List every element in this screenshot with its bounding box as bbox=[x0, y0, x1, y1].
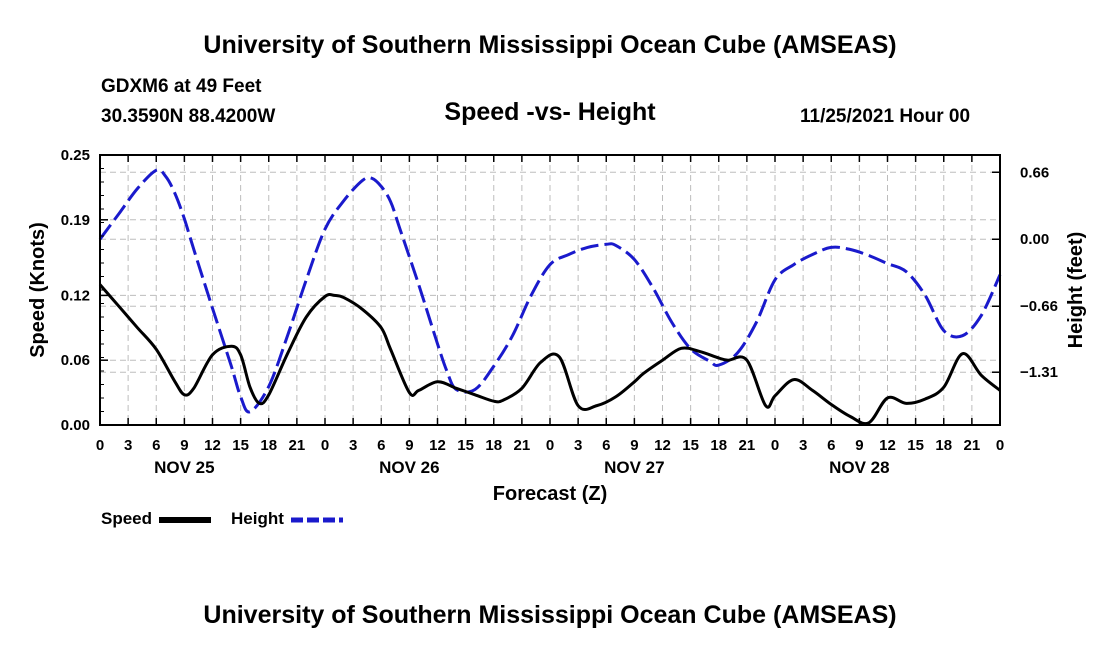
y-right-tick-label: 0.66 bbox=[1020, 164, 1049, 181]
x-tick-label: 0 bbox=[546, 437, 554, 454]
x-tick-label: 15 bbox=[682, 437, 699, 454]
legend-speed-swatch bbox=[158, 516, 211, 523]
y-axis-right-title: Height (feet) bbox=[1065, 232, 1087, 349]
coordinates-label: 30.3590N 88.4200W bbox=[101, 106, 276, 127]
x-day-label: NOV 25 bbox=[154, 458, 214, 477]
y-right-tick-label: 0.00 bbox=[1020, 231, 1049, 248]
x-tick-label: 6 bbox=[152, 437, 160, 454]
x-tick-label: 12 bbox=[879, 437, 896, 454]
x-tick-label: 18 bbox=[710, 437, 727, 454]
legend-speed-label: Speed bbox=[101, 509, 153, 528]
y-right-tick-label: −1.31 bbox=[1020, 364, 1058, 381]
chart-title: University of Southern Mississippi Ocean… bbox=[203, 31, 897, 59]
x-tick-label: 9 bbox=[180, 437, 188, 454]
x-tick-label: 12 bbox=[654, 437, 671, 454]
x-tick-label: 3 bbox=[574, 437, 582, 454]
x-tick-label: 15 bbox=[232, 437, 249, 454]
x-tick-label: 21 bbox=[739, 437, 756, 454]
x-tick-label: 18 bbox=[260, 437, 277, 454]
x-tick-label: 3 bbox=[349, 437, 357, 454]
x-tick-label: 18 bbox=[935, 437, 952, 454]
footer-title: University of Southern Mississippi Ocean… bbox=[203, 601, 897, 629]
x-tick-label: 9 bbox=[630, 437, 638, 454]
y-left-tick-label: 0.00 bbox=[61, 417, 90, 434]
x-tick-label: 3 bbox=[799, 437, 807, 454]
x-tick-label: 3 bbox=[124, 437, 132, 454]
legend-speed: Speed bbox=[101, 509, 213, 529]
speed-series-line bbox=[98, 283, 1001, 426]
axes: 0 3 6 9 12 15 18 21 0 3 6 9 12 15 18 21 0 3 6 9 12 15 18 21 0 3 6 9… bbox=[61, 147, 1058, 477]
chart-subtitle: Speed -vs- Height bbox=[444, 98, 656, 126]
x-tick-label: 0 bbox=[96, 437, 104, 454]
x-tick-label: 18 bbox=[485, 437, 502, 454]
x-tick-label: 6 bbox=[602, 437, 610, 454]
y-right-tick-label: −0.66 bbox=[1020, 298, 1058, 315]
x-tick-label: 0 bbox=[996, 437, 1004, 454]
x-tick-label: 9 bbox=[855, 437, 863, 454]
station-label: GDXM6 at 49 Feet bbox=[101, 76, 262, 97]
y-left-tick-label: 0.12 bbox=[61, 287, 90, 304]
y-left-tick-label: 0.19 bbox=[61, 212, 90, 229]
height-series-line bbox=[98, 168, 1002, 414]
datetime-label: 11/25/2021 Hour 00 bbox=[800, 106, 971, 127]
x-day-label: NOV 26 bbox=[379, 458, 439, 477]
x-tick-label: 15 bbox=[907, 437, 924, 454]
y-axis-left-title: Speed (Knots) bbox=[27, 222, 49, 358]
x-tick-label: 15 bbox=[457, 437, 474, 454]
x-tick-label: 21 bbox=[964, 437, 981, 454]
x-tick-label: 21 bbox=[289, 437, 306, 454]
x-tick-label: 9 bbox=[405, 437, 413, 454]
y-left-tick-label: 0.25 bbox=[61, 147, 90, 164]
legend-height-swatch bbox=[290, 517, 343, 523]
x-tick-label: 6 bbox=[827, 437, 835, 454]
series-layer bbox=[98, 168, 1002, 426]
x-tick-label: 12 bbox=[429, 437, 446, 454]
x-tick-label: 6 bbox=[377, 437, 385, 454]
x-tick-label: 0 bbox=[321, 437, 329, 454]
x-tick-label: 0 bbox=[771, 437, 779, 454]
x-axis-title: Forecast (Z) bbox=[493, 483, 607, 505]
x-tick-label: 21 bbox=[514, 437, 531, 454]
legend-height-label: Height bbox=[231, 509, 284, 528]
x-day-label: NOV 28 bbox=[829, 458, 889, 477]
legend-height: Height bbox=[231, 509, 345, 529]
x-tick-label: 12 bbox=[204, 437, 221, 454]
y-left-tick-label: 0.06 bbox=[61, 352, 90, 369]
x-day-label: NOV 27 bbox=[604, 458, 664, 477]
grid bbox=[100, 155, 1000, 425]
